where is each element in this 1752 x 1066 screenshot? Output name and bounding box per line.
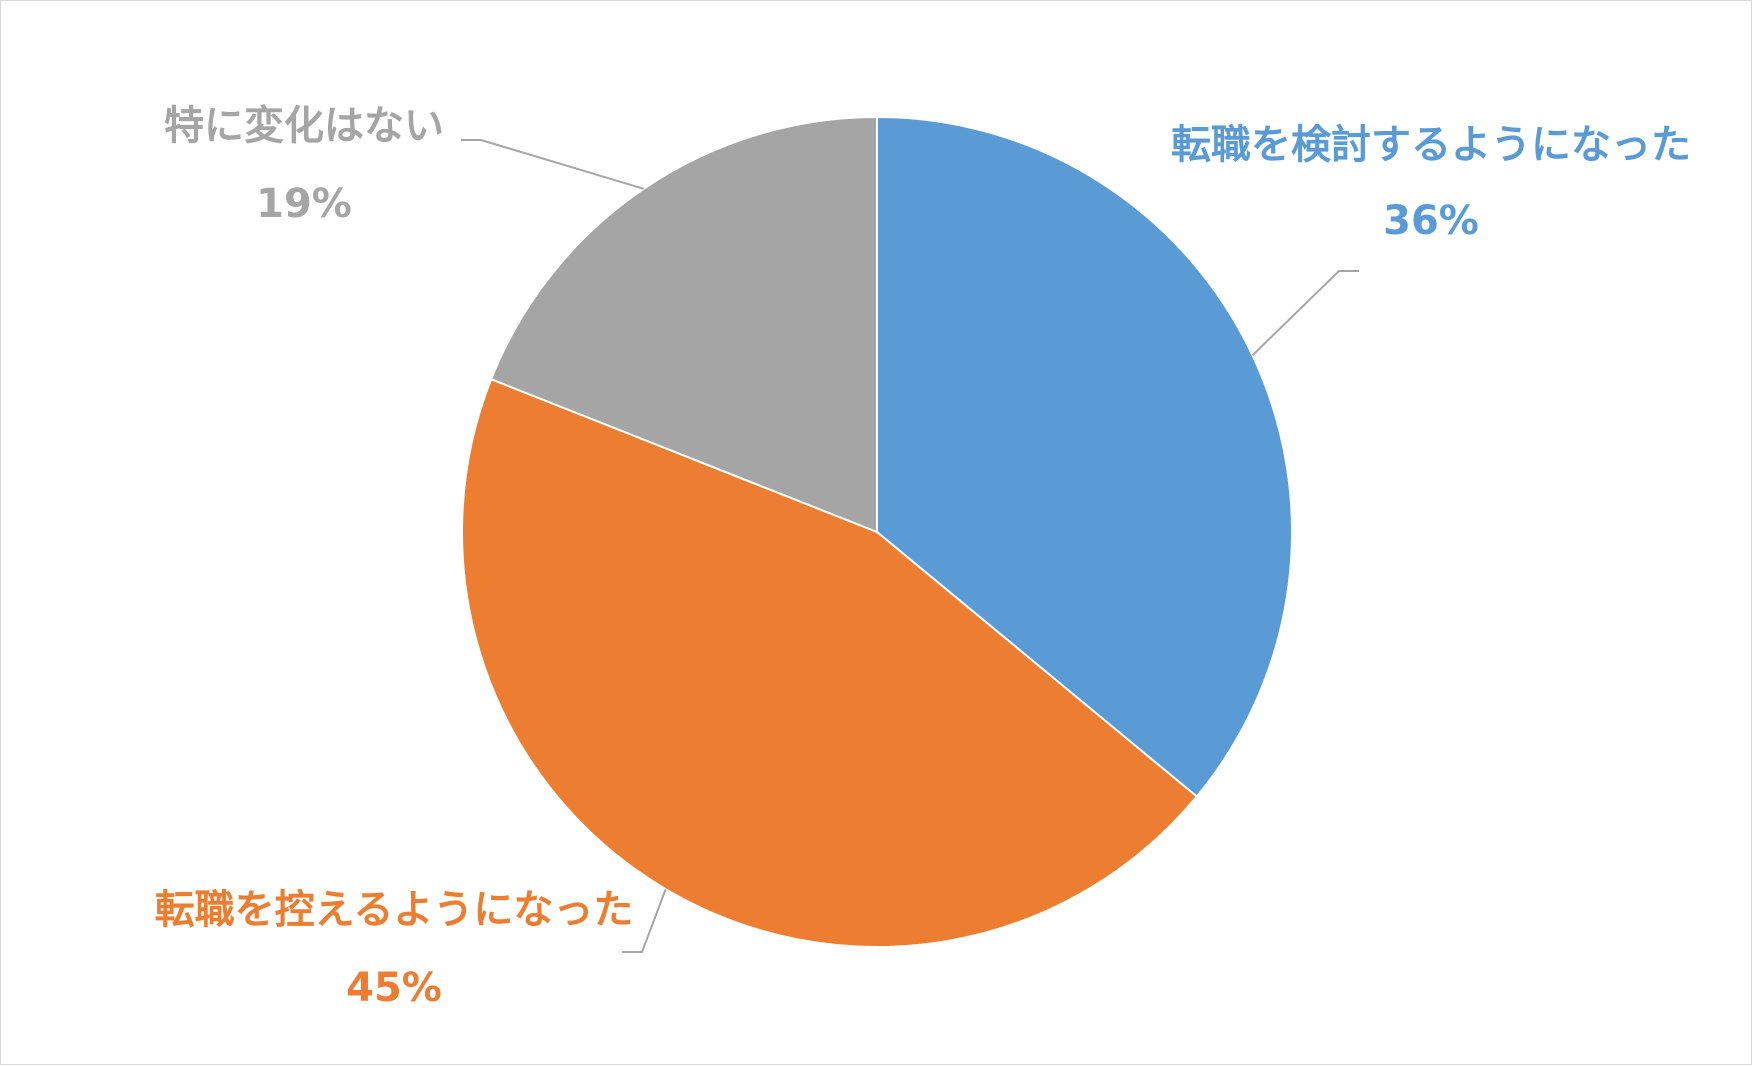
leader-line-3 xyxy=(461,139,644,190)
data-label-category-1: 転職を検討するようになった xyxy=(1171,122,1691,168)
pie-slice-2 xyxy=(461,377,1199,948)
leader-lines xyxy=(461,139,1359,953)
data-label-value-3: 19% xyxy=(256,181,352,227)
data-label-value-2: 45% xyxy=(346,965,442,1011)
pie-slice-1 xyxy=(876,115,1293,798)
leader-line-2 xyxy=(622,888,667,953)
leader-line-1 xyxy=(1251,270,1359,357)
pie-slices xyxy=(461,115,1293,948)
pie-slice-3 xyxy=(489,115,878,534)
data-label-category-3: 特に変化はない xyxy=(164,103,444,149)
data-label-value-1: 36% xyxy=(1383,198,1479,244)
data-label-category-2: 転職を控えるようになった xyxy=(155,887,634,933)
